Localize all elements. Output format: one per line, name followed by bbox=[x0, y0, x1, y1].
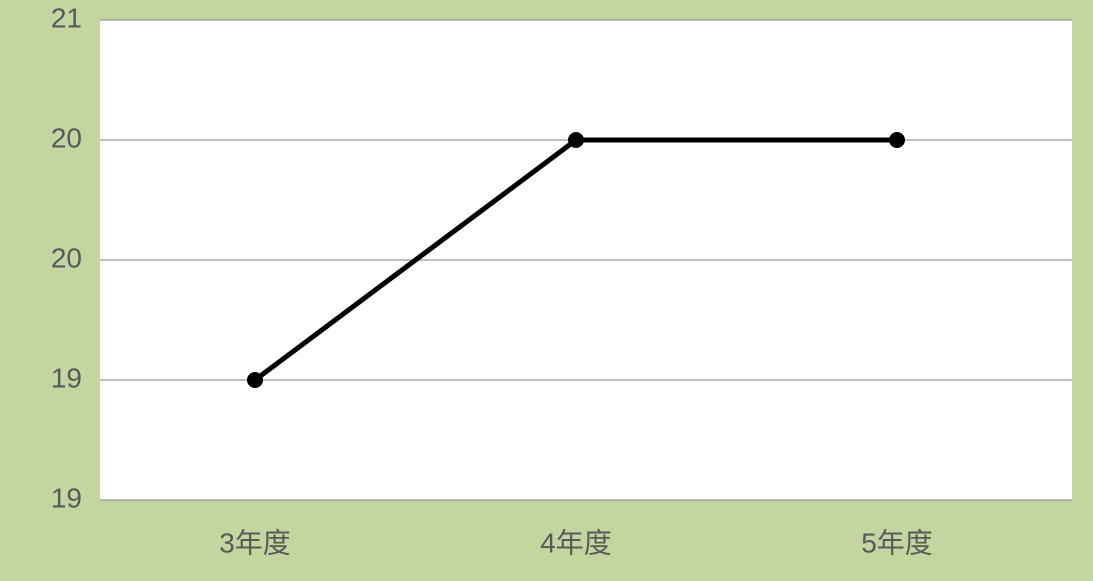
data-marker bbox=[889, 132, 905, 148]
x-tick-label: 3年度 bbox=[219, 527, 291, 558]
y-tick-label: 20 bbox=[51, 242, 82, 273]
x-tick-label: 4年度 bbox=[540, 527, 612, 558]
chart-canvas: 19 19 20 20 21 3年度 4年度 5年度 bbox=[0, 0, 1093, 581]
data-marker bbox=[568, 132, 584, 148]
y-tick-label: 20 bbox=[51, 122, 82, 153]
y-tick-label: 21 bbox=[51, 2, 82, 33]
data-marker bbox=[247, 372, 263, 388]
x-tick-label: 5年度 bbox=[861, 527, 933, 558]
line-chart: 19 19 20 20 21 3年度 4年度 5年度 bbox=[0, 0, 1093, 581]
y-tick-label: 19 bbox=[51, 362, 82, 393]
y-tick-label: 19 bbox=[51, 482, 82, 513]
